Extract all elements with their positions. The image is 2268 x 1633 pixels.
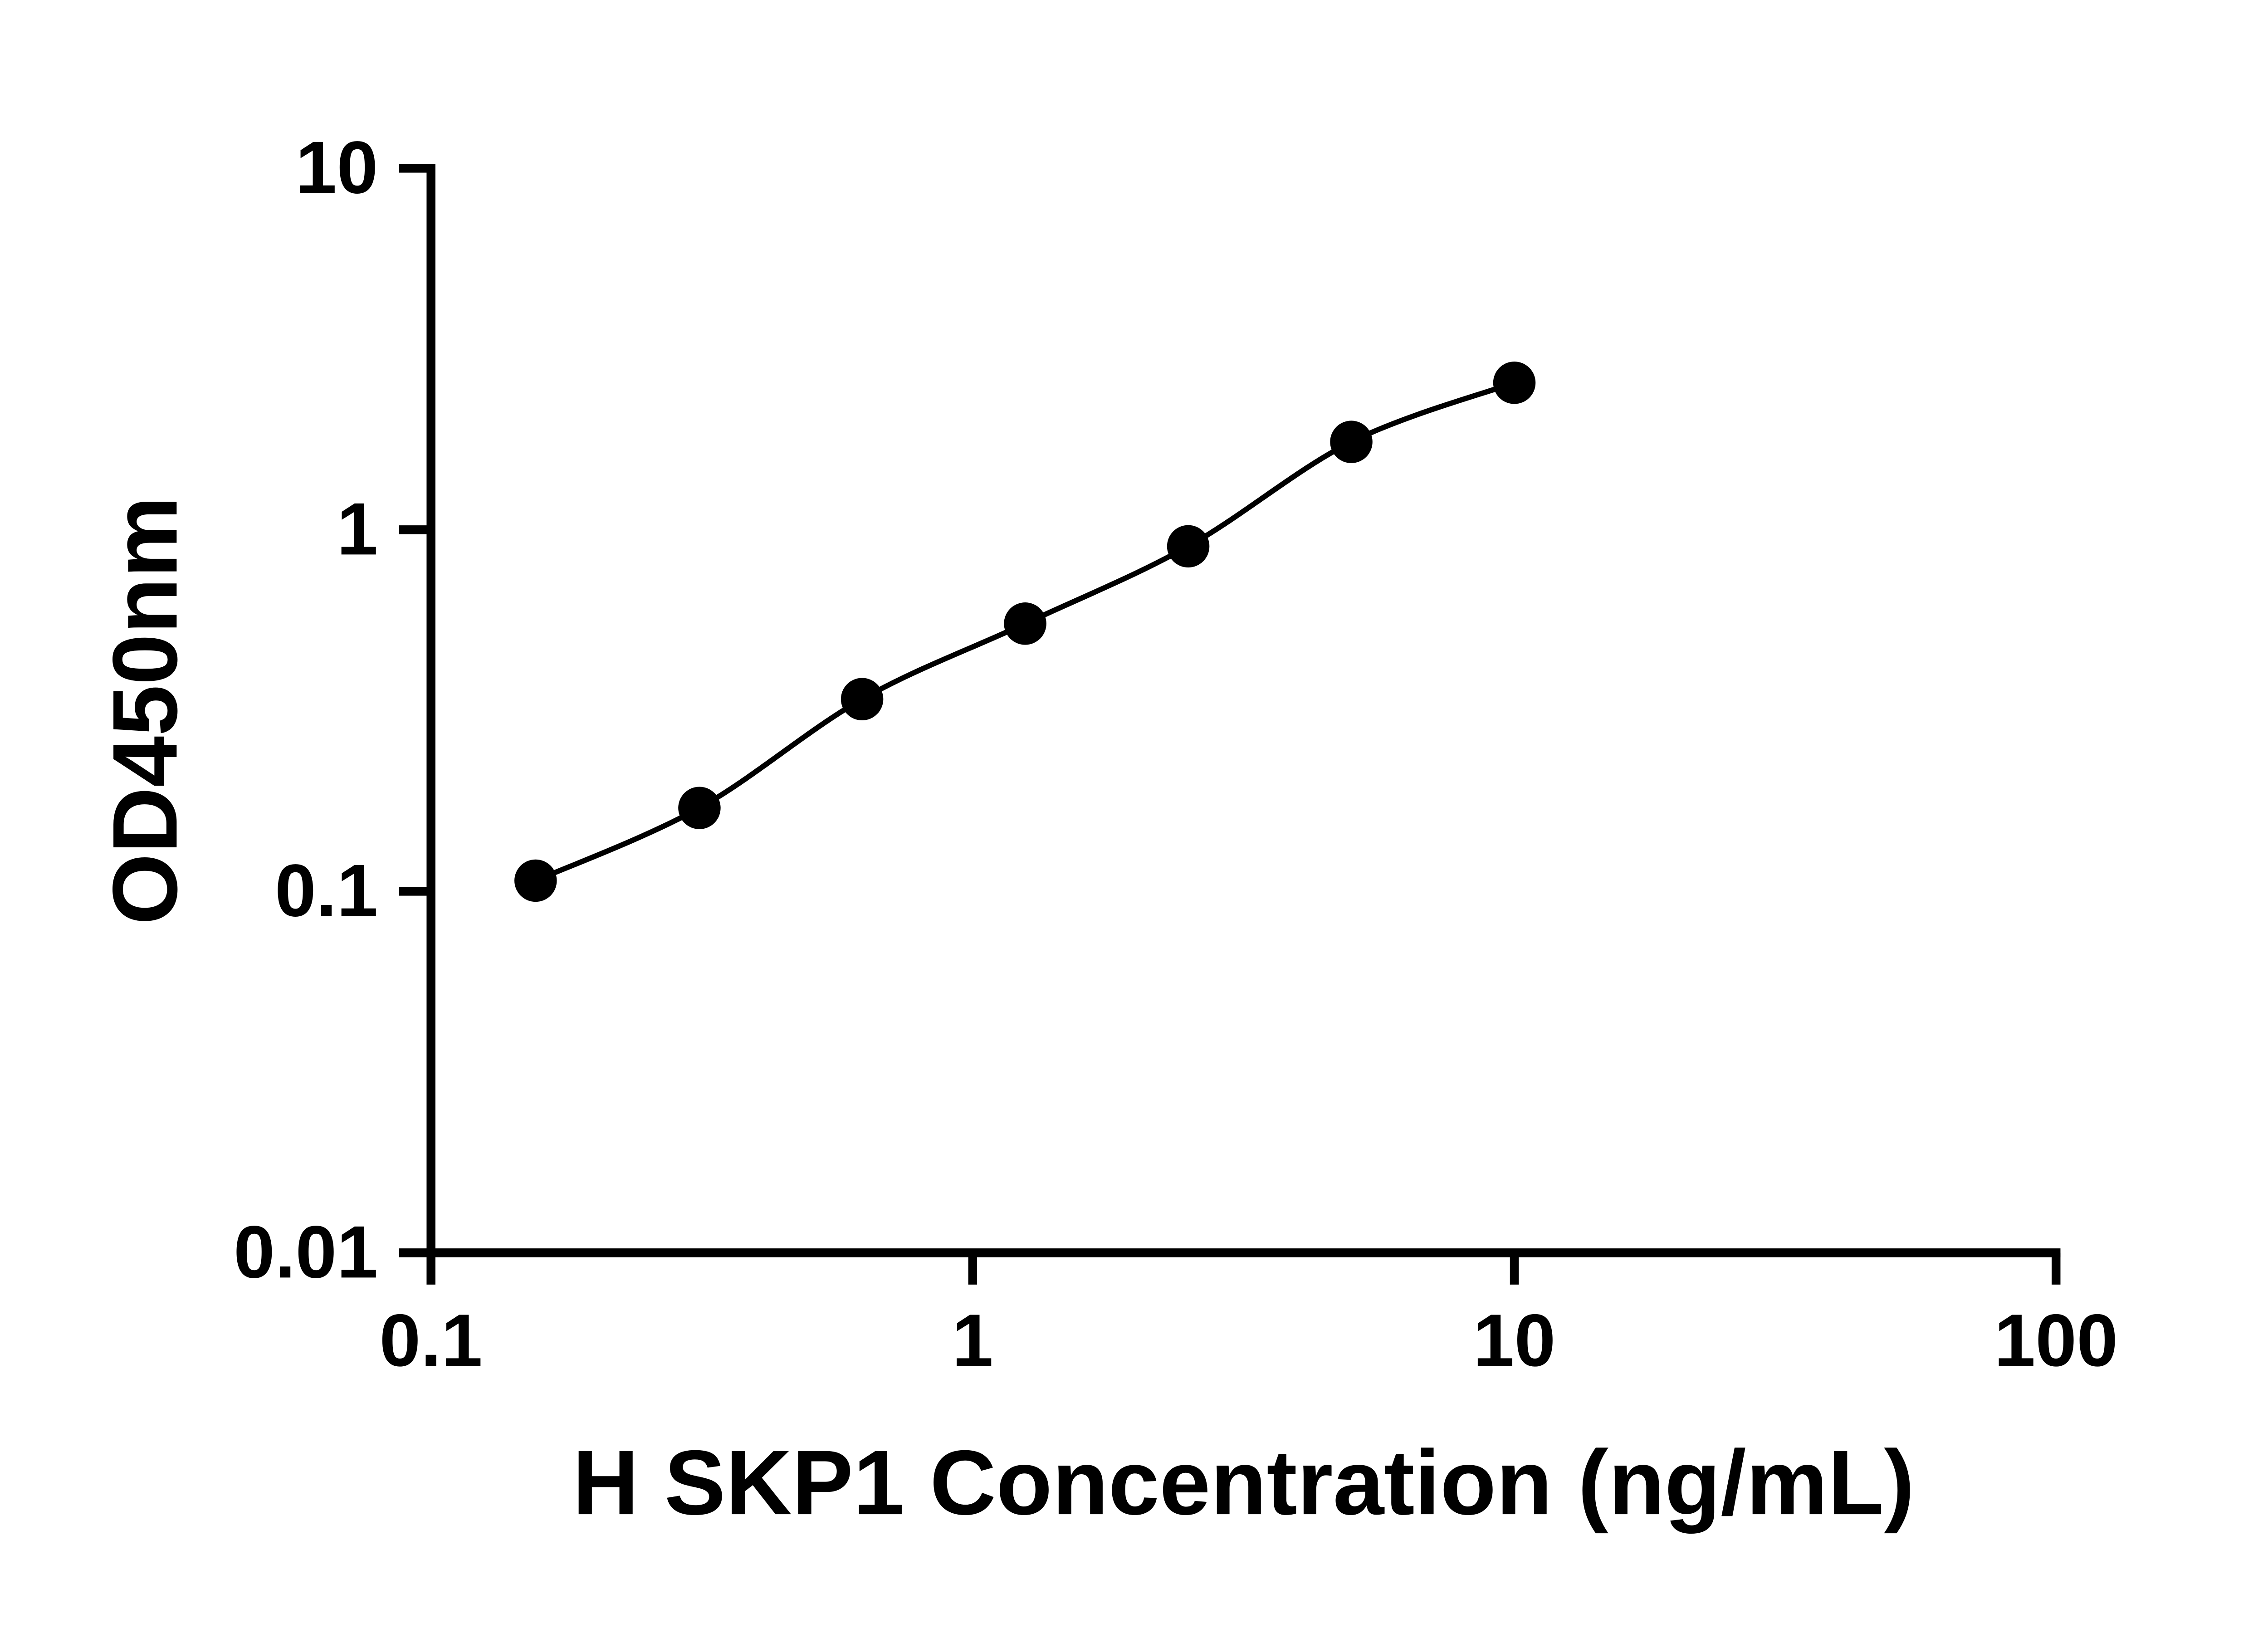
y-tick-label: 0.1 (275, 849, 378, 932)
data-point (678, 787, 721, 829)
y-tick-label: 0.01 (234, 1210, 378, 1293)
data-point (1004, 602, 1046, 645)
x-tick-label: 100 (1994, 1299, 2118, 1382)
data-point (1493, 362, 1536, 404)
x-tick-label: 0.1 (379, 1299, 482, 1382)
x-tick-label: 10 (1473, 1299, 1556, 1382)
x-axis-title: H SKP1 Concentration (ng/mL) (572, 1431, 1915, 1534)
y-tick-label: 10 (295, 126, 378, 209)
x-tick-label: 1 (952, 1299, 993, 1382)
data-point (1330, 420, 1373, 463)
y-axis-title: OD450nm (93, 496, 196, 925)
data-point (1167, 525, 1210, 568)
y-tick-label: 1 (337, 487, 378, 570)
data-point (514, 859, 557, 902)
data-point (841, 678, 884, 720)
